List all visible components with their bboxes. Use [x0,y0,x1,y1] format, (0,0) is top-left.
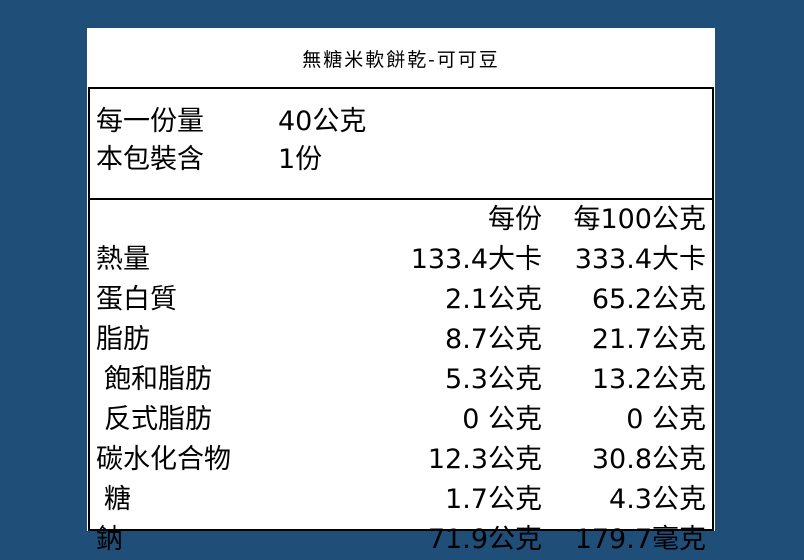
per-100g-value: 179.7毫克 [574,524,706,555]
nutrient-name: 飽和脂肪 [104,364,212,395]
per-serving-header: 每份 [488,204,542,235]
per-serving-value: 8.7公克 [445,324,542,355]
nutrition-label: 無糖米軟餅乾-可可豆 每一份量 40公克 本包裝含 1份 每份 每100公克 熱… [87,28,715,555]
per-serving-value: 133.4大卡 [410,244,542,275]
nutrient-row-saturated-fat: 飽和脂肪 5.3公克 13.2公克 [90,360,712,400]
product-title: 無糖米軟餅乾-可可豆 [302,48,500,71]
nutrient-name: 反式脂肪 [104,404,212,435]
serving-size-label: 每一份量 [96,106,204,137]
nutrient-name: 糖 [104,484,131,515]
column-header-row: 每份 每100公克 [90,200,712,240]
per-100g-value: 333.4大卡 [574,244,706,275]
per-100g-value: 13.2公克 [591,364,706,395]
nutrient-row-sodium: 鈉 71.9公克 179.7毫克 [90,520,712,560]
per-100g-value: 4.3公克 [609,484,706,515]
servings-per-package-label: 本包裝含 [96,144,204,175]
nutrient-row-sugar: 糖 1.7公克 4.3公克 [90,480,712,520]
nutrient-name: 脂肪 [96,324,150,355]
servings-per-package-value: 1份 [278,144,323,175]
per-serving-value: 2.1公克 [445,284,542,315]
nutrient-name: 熱量 [96,244,150,275]
per-serving-value: 5.3公克 [445,364,542,395]
per-100g-value: 0 公克 [626,404,706,435]
per-serving-value: 0 公克 [462,404,542,435]
nutrient-row-protein: 蛋白質 2.1公克 65.2公克 [90,280,712,320]
per-100g-header: 每100公克 [573,204,706,235]
nutrient-row-fat: 脂肪 8.7公克 21.7公克 [90,320,712,360]
per-100g-value: 21.7公克 [591,324,706,355]
nutrition-panel: 每一份量 40公克 本包裝含 1份 每份 每100公克 熱量 133.4大卡 3… [88,87,714,555]
serving-info: 每一份量 40公克 本包裝含 1份 [90,89,712,200]
nutrient-row-carbohydrate: 碳水化合物 12.3公克 30.8公克 [90,440,712,480]
nutrient-row-energy: 熱量 133.4大卡 333.4大卡 [90,240,712,280]
per-100g-value: 65.2公克 [591,284,706,315]
per-serving-value: 12.3公克 [427,444,542,475]
per-100g-value: 30.8公克 [591,444,706,475]
nutrient-name: 蛋白質 [96,284,177,315]
per-serving-value: 71.9公克 [427,524,542,555]
nutrient-row-trans-fat: 反式脂肪 0 公克 0 公克 [90,400,712,440]
per-serving-value: 1.7公克 [445,484,542,515]
serving-size-value: 40公克 [278,106,367,137]
nutrient-name: 鈉 [96,524,123,555]
nutrient-name: 碳水化合物 [96,444,231,475]
